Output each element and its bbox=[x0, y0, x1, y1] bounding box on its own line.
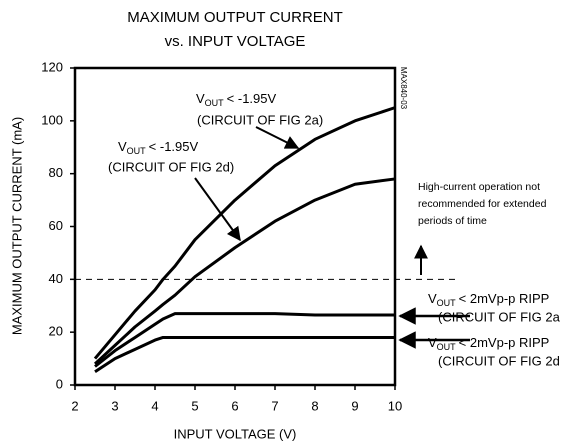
note: periods of time bbox=[418, 215, 487, 227]
x-axis-label: INPUT VOLTAGE (V) bbox=[174, 426, 297, 441]
x-tick-label: 6 bbox=[231, 398, 238, 413]
y-tick-label: 0 bbox=[56, 376, 63, 391]
arrow bbox=[194, 177, 241, 242]
annotation-sub: OUT bbox=[437, 298, 457, 308]
annotation-note: (CIRCUIT OF FIG 2d bbox=[438, 353, 560, 368]
plot-frame bbox=[73, 66, 397, 387]
annotation-text: < -1.95V bbox=[149, 139, 199, 154]
annotation-sub: OUT bbox=[205, 98, 225, 108]
x-tick-label: 8 bbox=[311, 398, 318, 413]
y-tick-label: 100 bbox=[41, 112, 63, 127]
annotation-v: V bbox=[428, 291, 437, 306]
annotation-sub: OUT bbox=[437, 342, 457, 352]
annotation-v: V bbox=[118, 139, 127, 154]
line-series bbox=[93, 106, 396, 360]
x-tick-label: 2 bbox=[71, 398, 78, 413]
y-tick-label: 80 bbox=[49, 165, 63, 180]
note: High-current operation not bbox=[418, 181, 540, 193]
annotation-text: < 2mVp-p RIPP bbox=[459, 335, 550, 350]
arrow bbox=[255, 126, 300, 149]
x-tick-label: 3 bbox=[111, 398, 118, 413]
chart-title: MAXIMUM OUTPUT CURRENT bbox=[127, 9, 343, 26]
annotation-sub: OUT bbox=[127, 146, 147, 156]
line-series bbox=[93, 177, 396, 365]
annotation-note: (CIRCUIT OF FIG 2d) bbox=[108, 159, 234, 174]
line-series bbox=[94, 312, 395, 368]
y-tick-label: 20 bbox=[49, 324, 63, 339]
chart-title: vs. INPUT VOLTAGE bbox=[165, 33, 306, 50]
annotation: VOUT < 2mVp-p RIPP bbox=[428, 291, 549, 308]
line-series bbox=[94, 335, 395, 374]
y-tick-label: 60 bbox=[49, 218, 63, 233]
x-tick-label: 5 bbox=[191, 398, 198, 413]
annotation-note: (CIRCUIT OF FIG 2a) bbox=[197, 112, 323, 127]
annotation: VOUT < -1.95V bbox=[118, 139, 199, 156]
y-tick-label: 120 bbox=[41, 59, 63, 74]
figure-id: MAX840-03 bbox=[399, 67, 408, 110]
x-tick-label: 10 bbox=[388, 398, 402, 413]
annotation-v: V bbox=[428, 335, 437, 350]
y-axis-label: MAXIMUM OUTPUT CURRENT (mA) bbox=[9, 117, 24, 335]
annotation: VOUT < -1.95V bbox=[196, 91, 277, 108]
x-tick-label: 9 bbox=[351, 398, 358, 413]
annotation: VOUT < 2mVp-p RIPP bbox=[428, 335, 549, 352]
note: recommended for extended bbox=[418, 198, 547, 210]
x-tick-label: 7 bbox=[271, 398, 278, 413]
y-tick-label: 40 bbox=[49, 271, 63, 286]
x-tick-label: 4 bbox=[151, 398, 158, 413]
annotation-note: (CIRCUIT OF FIG 2a bbox=[438, 309, 561, 324]
annotation-text: < 2mVp-p RIPP bbox=[459, 291, 550, 306]
annotation-text: < -1.95V bbox=[227, 91, 277, 106]
annotation-v: V bbox=[196, 91, 205, 106]
